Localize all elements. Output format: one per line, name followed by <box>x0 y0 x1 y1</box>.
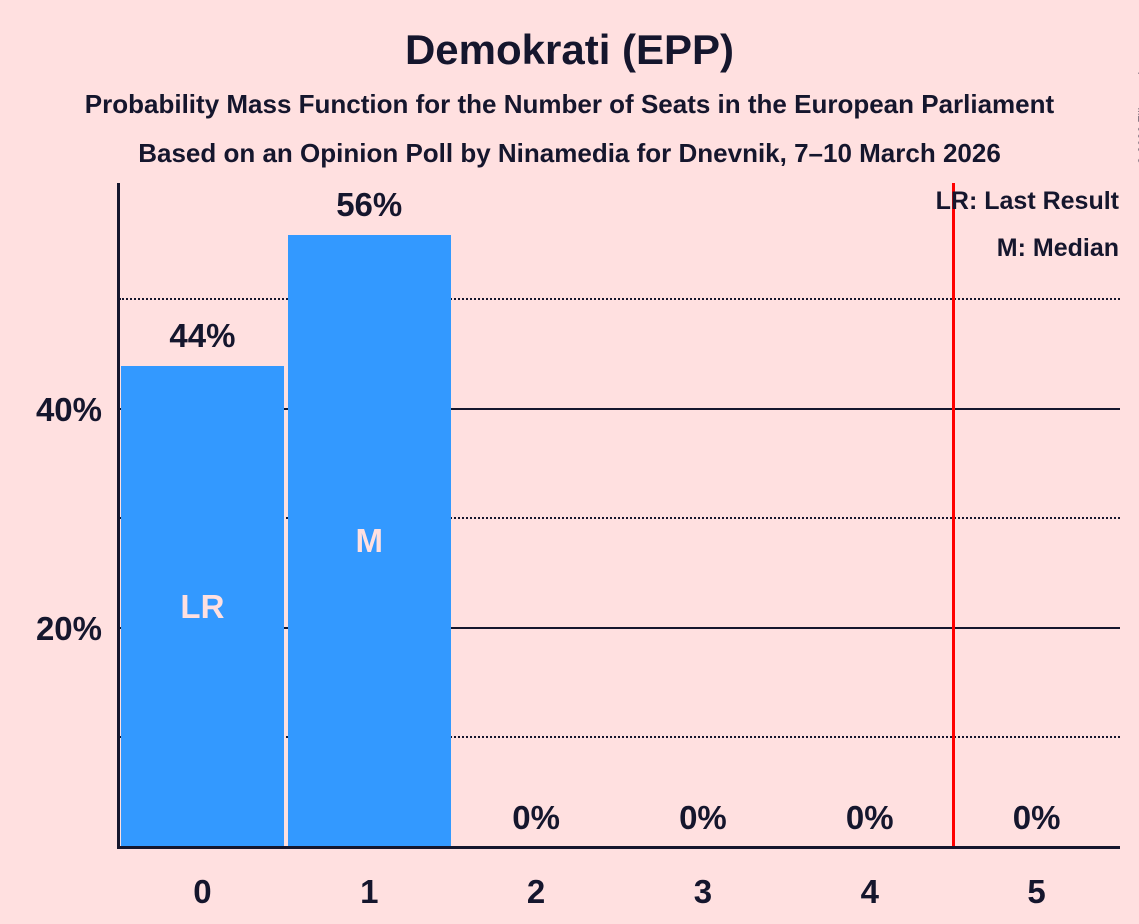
x-tick-label-seats-1: 1 <box>360 873 379 910</box>
plot-area: 44% 56% 0% 0% 0% 0% LR M <box>119 183 1120 848</box>
x-axis-line <box>117 846 1120 849</box>
x-tick-label-seats-5: 5 <box>1027 873 1046 910</box>
x-tick-label-seats-0: 0 <box>193 873 212 910</box>
bar-value-label-2: 0% <box>512 799 560 836</box>
x-tick-label-seats-4: 4 <box>860 873 879 910</box>
red-threshold-line <box>951 183 955 848</box>
bar-annotation-m: M <box>355 522 383 560</box>
chart-subtitle: Probability Mass Function for the Number… <box>84 89 1055 119</box>
bar-value-label-0: 44% <box>169 316 236 354</box>
bar-annotation-lr: LR <box>180 587 225 625</box>
bar-value-label-4: 0% <box>845 799 894 836</box>
y-tick-label-20pct: 20% <box>35 609 102 647</box>
x-tick-label-seats-2: 2 <box>526 873 546 910</box>
chart-title: Demokrati (EPP) <box>404 26 735 73</box>
chart-source-subtitle: Based on an Opinion Poll by Ninamedia fo… <box>138 138 1001 168</box>
y-axis-line <box>117 183 120 849</box>
bar-value-label-1: 56% <box>336 185 403 223</box>
gridline-solid-20pct <box>119 626 1120 629</box>
bar-value-label-3: 0% <box>679 799 727 836</box>
bar-seats-0 <box>121 365 284 848</box>
gridline-dotted-50pct <box>119 298 1120 301</box>
y-tick-label-40pct: 40% <box>35 390 102 428</box>
bar-seats-1 <box>287 234 451 848</box>
gridline-dotted-10pct <box>119 736 1120 739</box>
bar-value-label-5: 0% <box>1012 799 1061 836</box>
gridline-dotted-30pct <box>119 517 1120 520</box>
gridline-solid-40pct <box>119 407 1120 410</box>
legend-median: M: Median <box>996 234 1119 262</box>
x-tick-label-seats-3: 3 <box>693 873 713 910</box>
legend-last-result: LR: Last Result <box>935 187 1119 215</box>
legend: LR: Last Result M: Median <box>936 178 1119 272</box>
